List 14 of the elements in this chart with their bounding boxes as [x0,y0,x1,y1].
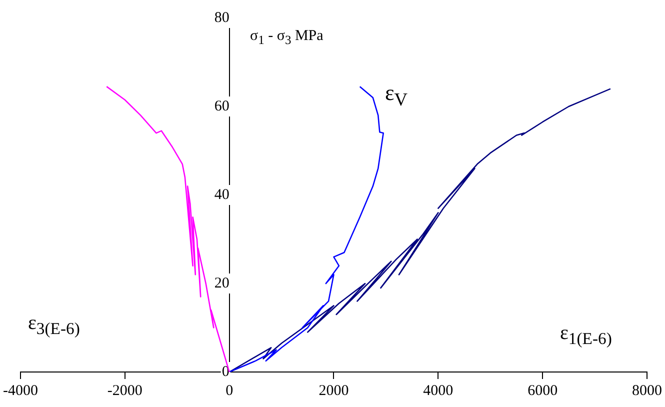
y-axis-title: σ$_{1}$ - σ$_{3}$ MPa [250,28,324,48]
annotation: ε$_{3(E-6)}$ [28,312,80,339]
x-tick-label: 8000 [632,382,662,399]
y-tick-label: 60 [214,98,230,114]
x-tick-label: 2000 [318,382,349,399]
x-tick-label: 6000 [528,382,558,399]
y-tick-label: 40 [214,186,230,203]
series-label: ε$_{V}$ [385,80,408,110]
x-tick-label: -2000 [107,382,142,399]
x-tick-label: -4000 [3,382,38,399]
annotation: ε$_{1(E-6)}$ [560,322,612,349]
y-tick-label: 20 [214,275,230,292]
y-tick-label: 80 [214,10,230,26]
x-tick-label: 4000 [423,382,454,399]
